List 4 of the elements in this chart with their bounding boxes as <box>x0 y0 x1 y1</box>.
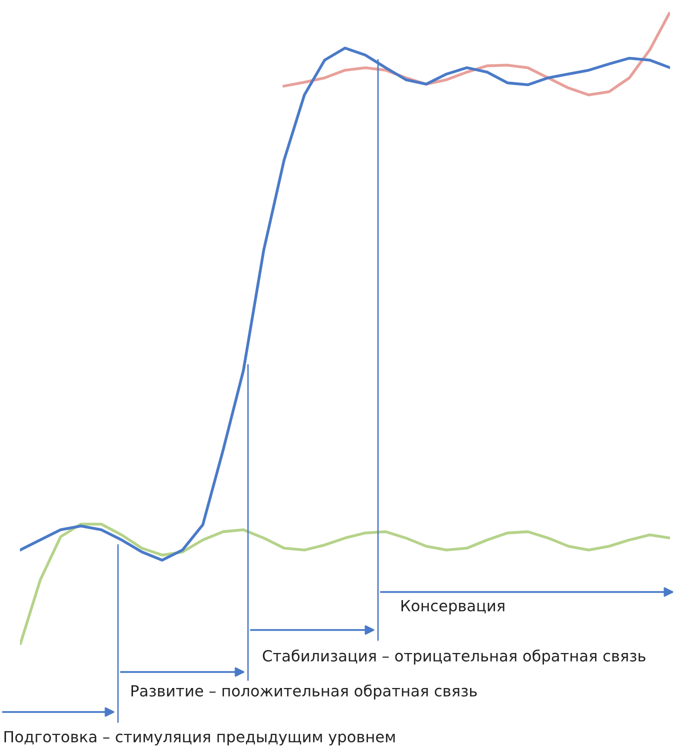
text: Подготовка – стимуляция предыдущим уровнем <box>4 731 395 746</box>
text: Развитие – положительная обратная связь <box>132 684 477 700</box>
text: Стабилизация – отрицательная обратная связь <box>262 649 646 665</box>
annotation: Консервация <box>402 600 504 614</box>
